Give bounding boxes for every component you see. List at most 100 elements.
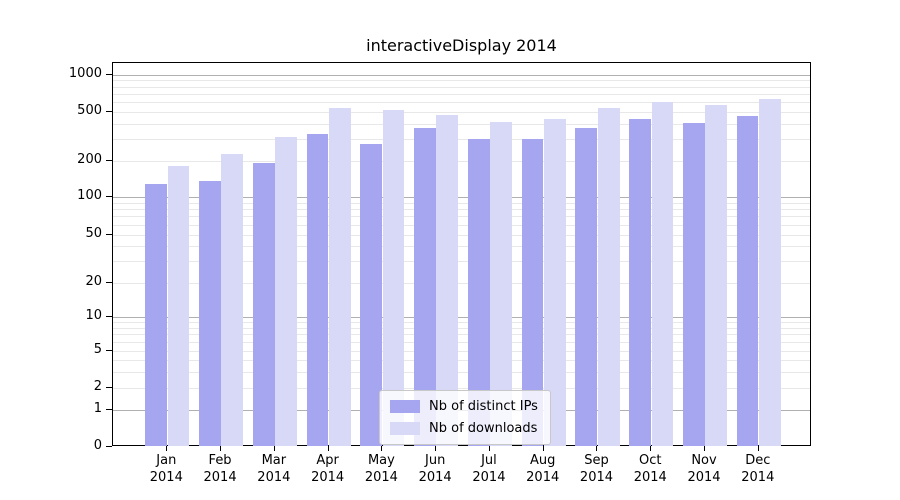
bar-downloads	[597, 107, 620, 446]
x-tick-label-line: Apr	[316, 453, 339, 468]
legend-swatch-distinct-ips	[390, 400, 420, 413]
x-tick-mark	[542, 446, 544, 451]
gridline-minor	[113, 282, 810, 284]
bar-distinct-ips	[736, 115, 759, 446]
legend-item-distinct-ips: Nb of distinct IPs	[390, 397, 538, 416]
gridline-minor	[113, 342, 810, 344]
y-tick-mark	[106, 196, 112, 197]
gridline-major	[113, 197, 810, 198]
bar-downloads	[328, 108, 351, 446]
x-tick-mark	[435, 446, 437, 451]
y-tick-label: 100	[77, 188, 102, 203]
x-tick-label-line: Oct	[639, 453, 662, 468]
gridline-major	[113, 74, 810, 76]
x-tick-label-line: Nov	[691, 453, 717, 468]
x-tick-label: Mar 2014	[242, 452, 306, 486]
gridline-minor	[113, 224, 810, 226]
y-tick-label: 10	[85, 308, 102, 323]
y-tick-mark	[106, 160, 112, 161]
bar-distinct-ips	[360, 143, 383, 446]
x-tick-label-line: Mar	[261, 453, 287, 468]
gridline-major	[113, 317, 810, 318]
y-tick-label: 2	[93, 379, 102, 394]
y-tick-label: 1000	[68, 65, 102, 81]
bar-distinct-ips	[629, 119, 651, 446]
gridline-minor	[113, 93, 810, 95]
gridline-minor	[113, 351, 810, 352]
gridline-minor	[113, 80, 810, 82]
gridline-minor	[113, 261, 810, 263]
gridline-minor	[113, 327, 810, 329]
x-tick-mark	[381, 446, 383, 451]
x-tick-label: May 2014	[349, 452, 413, 486]
x-tick-label: Jul 2014	[457, 452, 521, 486]
x-tick-label-line: Jun	[425, 453, 446, 468]
x-tick-label: Feb 2014	[188, 452, 252, 486]
y-tick-mark	[106, 408, 112, 410]
x-tick-label-line: 2014	[203, 470, 237, 485]
y-tick-mark	[106, 281, 112, 283]
bar-distinct-ips	[306, 134, 329, 446]
x-tick-label-line: Aug	[530, 453, 556, 468]
x-tick-label-line: Dec	[745, 453, 771, 468]
gridline-minor	[113, 334, 810, 336]
legend-label-distinct-ips: Nb of distinct IPs	[429, 399, 538, 414]
x-tick-label-line: 2014	[149, 470, 183, 485]
x-tick-label-line: 2014	[579, 470, 614, 485]
y-tick-mark	[106, 111, 112, 112]
gridline-minor	[113, 388, 810, 389]
x-tick-mark	[650, 446, 652, 451]
bar-distinct-ips	[575, 128, 598, 446]
y-tick-label: 20	[85, 273, 102, 289]
x-tick-label-line: Sep	[584, 453, 609, 468]
x-tick-mark	[757, 446, 759, 451]
gridline-minor	[113, 360, 810, 361]
y-tick-label: 1	[93, 400, 102, 416]
x-tick-label-line: Jan	[156, 453, 177, 468]
legend-swatch-downloads	[390, 422, 420, 435]
y-tick-mark	[106, 445, 112, 447]
bar-distinct-ips	[682, 122, 705, 446]
x-tick-label-line: 2014	[418, 470, 452, 485]
bar-downloads	[759, 99, 781, 446]
y-tick-label: 5	[93, 342, 102, 357]
x-tick-mark	[273, 446, 275, 451]
bar-downloads	[167, 165, 190, 446]
x-tick-label-line: 2014	[311, 470, 345, 485]
y-tick-mark	[106, 73, 112, 75]
gridline-minor	[113, 209, 810, 211]
x-tick-mark	[327, 446, 329, 451]
legend-label-downloads: Nb of downloads	[429, 421, 538, 436]
x-tick-label: Jan 2014	[134, 452, 198, 486]
bar-distinct-ips	[414, 127, 436, 446]
x-tick-label-line: 2014	[633, 470, 667, 485]
y-tick-mark	[106, 316, 112, 317]
bar-downloads	[490, 121, 513, 446]
chart-title: interactiveDisplay 2014	[366, 36, 557, 55]
x-tick-mark	[488, 446, 490, 451]
x-tick-label: Sep 2014	[564, 452, 628, 486]
x-tick-label: Apr 2014	[296, 452, 360, 486]
x-tick-label: Aug 2014	[511, 452, 575, 486]
x-tick-mark	[220, 446, 222, 451]
gridline-minor	[113, 246, 810, 248]
legend: Nb of distinct IPs Nb of downloads	[379, 390, 551, 445]
x-tick-label-line: 2014	[364, 470, 398, 485]
x-tick-label-line: 2014	[741, 470, 775, 485]
y-tick-mark	[106, 387, 112, 388]
bar-downloads	[275, 136, 297, 446]
x-tick-label-line: Jul	[481, 453, 497, 468]
bar-downloads	[705, 104, 728, 446]
gridline-minor	[113, 202, 810, 204]
x-tick-label: Dec 2014	[726, 452, 790, 486]
bar-distinct-ips	[467, 138, 490, 446]
x-tick-label-line: 2014	[687, 470, 721, 485]
bar-distinct-ips	[252, 162, 275, 446]
y-tick-label: 0	[93, 437, 102, 453]
x-tick-mark	[596, 446, 598, 451]
bar-distinct-ips	[521, 139, 544, 446]
bar-downloads	[382, 109, 405, 446]
y-tick-label: 200	[77, 152, 102, 167]
x-tick-label: Jun 2014	[403, 452, 467, 486]
